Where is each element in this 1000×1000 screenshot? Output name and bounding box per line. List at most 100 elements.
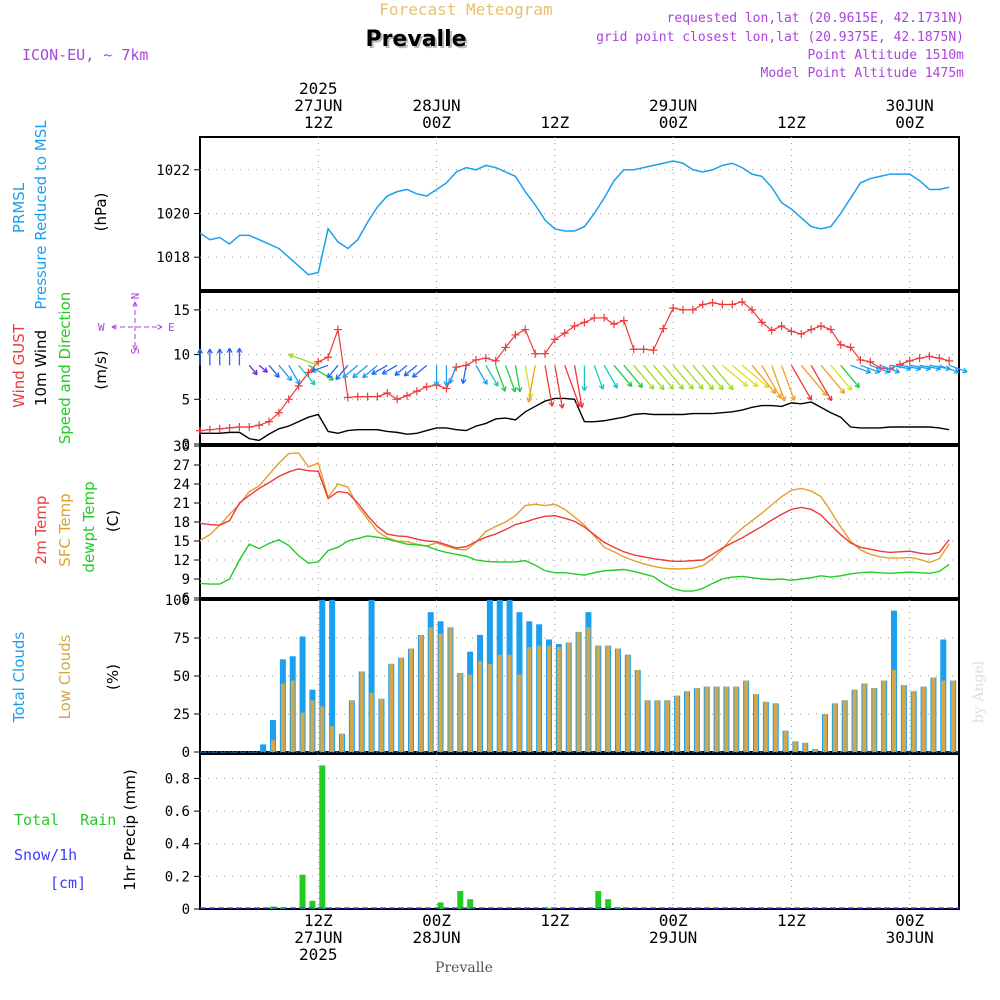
temperature-labels: 2m Temp SFC Temp dewpt Temp (C) [32, 481, 122, 572]
compass-rose: W E N S [98, 293, 175, 355]
gust-marker [304, 368, 313, 377]
gust-marker [945, 356, 954, 365]
gust-marker [610, 320, 618, 329]
low-cloud-bar [714, 686, 719, 752]
clouds-ytick-label: 100 [165, 593, 190, 609]
pressure-line [199, 160, 950, 276]
gust-marker [856, 355, 865, 364]
wind-direction-arrow [448, 365, 457, 384]
low-cloud-bar [389, 663, 394, 752]
wind-label-gust: Wind GUST [10, 323, 28, 408]
gust-marker [334, 325, 342, 334]
model-label: ICON-EU, ~ 7km [22, 46, 148, 64]
precip-labels: Total Rain Snow/1h [cm] 1hr Precip (mm) [14, 769, 139, 892]
rain-bar [309, 900, 316, 909]
low-cloud-bar [773, 703, 778, 752]
clouds-ytick-label: 25 [173, 707, 190, 723]
low-cloud-bar [527, 647, 532, 752]
low-cloud-bar [911, 691, 916, 752]
wind-speed-line [200, 397, 950, 442]
wind-direction-arrow [581, 365, 588, 392]
gust-marker [521, 325, 530, 334]
gust-marker [225, 423, 234, 432]
low-cloud-bar [803, 742, 808, 752]
gust-marker [324, 353, 333, 362]
gust-marker [738, 297, 747, 306]
compass-e: E [168, 321, 175, 334]
wind-direction-arrow [692, 364, 714, 391]
low-cloud-bar [537, 645, 542, 752]
low-cloud-bar [280, 683, 285, 752]
gust-marker [501, 343, 510, 352]
gust-marker [363, 392, 372, 401]
precipitation-panel: 0 0.2 0.4 0.6 0.8 [165, 753, 960, 918]
gust-marker [314, 357, 323, 366]
low-cloud-bar [448, 627, 453, 752]
gust-marker [629, 345, 638, 354]
low-cloud-bar [517, 674, 522, 752]
bottom-time-label: 12Z [777, 911, 806, 930]
temperature-ytick-label: 24 [173, 477, 190, 493]
gust-marker [472, 355, 480, 364]
low-cloud-bar [310, 700, 315, 752]
low-cloud-bar [842, 700, 847, 752]
low-cloud-bar [941, 680, 946, 752]
gust-marker [481, 354, 490, 363]
bottom-time-label: 29JUN [649, 928, 697, 947]
cloud-unit: (%) [104, 664, 122, 690]
pressure-ytick-label: 1018 [156, 250, 190, 266]
gust-marker [807, 325, 816, 334]
wind-direction-arrow [485, 364, 499, 387]
low-cloud-bar [704, 686, 709, 752]
low-cloud-bar [586, 627, 591, 752]
gust-marker [590, 313, 599, 322]
gust-marker [196, 426, 204, 435]
temperature-ytick-label: 21 [173, 496, 190, 512]
wind-direction-arrow [623, 364, 644, 389]
pressure-label-1: PRMSL [10, 182, 28, 233]
low-cloud-bar [921, 686, 926, 752]
low-cloud-bar [438, 633, 443, 752]
gust-marker [560, 329, 569, 338]
wind-direction-arrow [298, 364, 316, 386]
wind-direction-arrow [460, 365, 467, 384]
wind-direction-arrow [593, 365, 605, 390]
wind-direction-arrow [722, 364, 748, 387]
pressure-frame [199, 136, 960, 291]
low-cloud-bar [832, 703, 837, 752]
gust-marker [787, 327, 796, 336]
rain-bar [546, 908, 552, 909]
pressure-ytick-label: 1022 [156, 163, 190, 179]
gust-marker [748, 305, 756, 314]
bottom-time-label: 27JUN [294, 928, 342, 947]
low-cloud-bar [507, 654, 512, 752]
gust-marker [669, 304, 678, 313]
top-time-label: 29JUN [649, 96, 697, 115]
gust-marker [866, 357, 875, 366]
wind-direction-arrow [780, 365, 796, 401]
bottom-time-label: 28JUN [412, 928, 460, 947]
plot-panels: 1018102010220510156912151821242730025507… [156, 136, 968, 918]
rain-bar [437, 902, 444, 909]
wind-direction-arrow [702, 364, 724, 391]
low-cloud-bar [754, 694, 758, 752]
credit-watermark: by Angel [971, 660, 987, 723]
temp-sfc-line [199, 452, 950, 570]
low-cloud-bar [744, 680, 749, 752]
gust-marker [550, 335, 559, 344]
compass-s: S [129, 348, 142, 355]
low-cloud-bar [320, 706, 325, 752]
gust-marker [777, 321, 786, 330]
wind-direction-arrow [820, 364, 846, 395]
wind-direction-arrow [504, 365, 517, 393]
low-cloud-bar [409, 648, 413, 752]
pressure-ytick-label: 1020 [156, 207, 190, 223]
low-cloud-bar [428, 627, 433, 752]
wind-direction-arrow [495, 365, 507, 392]
wind-ytick-label: 15 [173, 303, 190, 319]
low-cloud-bar [478, 660, 482, 752]
temp-unit: (C) [104, 510, 122, 532]
wind-direction-arrow [544, 365, 555, 407]
